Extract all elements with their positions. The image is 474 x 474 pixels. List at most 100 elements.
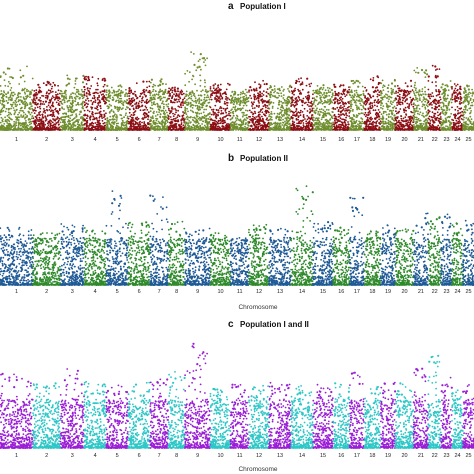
snp-point <box>296 129 299 131</box>
snp-point <box>256 126 258 129</box>
snp-point <box>24 121 27 124</box>
snp-point <box>182 98 185 101</box>
snp-point <box>33 96 35 98</box>
snp-point <box>67 99 70 102</box>
snp-point <box>315 128 317 131</box>
snp-point <box>203 108 206 111</box>
snp-point <box>332 107 335 109</box>
snp-point <box>184 124 187 127</box>
snp-point <box>321 88 324 91</box>
snp-point <box>64 118 66 121</box>
snp-point <box>92 92 95 95</box>
snp-point <box>59 117 62 119</box>
snp-point <box>334 108 337 110</box>
snp-point-peak <box>269 86 272 89</box>
snp-point <box>134 110 137 112</box>
snp-point <box>292 126 295 129</box>
snp-point <box>92 129 95 131</box>
snp-point <box>159 116 162 119</box>
snp-point <box>182 104 185 106</box>
snp-point <box>280 111 282 114</box>
snp-point <box>110 110 112 112</box>
snp-point-peak <box>346 90 349 93</box>
snp-point <box>262 94 265 96</box>
snp-point-peak <box>66 77 70 80</box>
snp-point <box>263 83 266 86</box>
snp-point <box>260 127 263 130</box>
snp-point <box>115 124 118 127</box>
snp-point <box>92 115 95 118</box>
snp-point <box>344 89 346 91</box>
snp-point <box>150 119 153 122</box>
snp-point <box>14 125 16 128</box>
snp-point <box>154 90 157 92</box>
snp-point <box>242 104 245 107</box>
snp-point <box>141 92 144 94</box>
snp-point <box>163 103 165 106</box>
snp-point <box>122 91 124 93</box>
snp-point <box>55 122 57 125</box>
snp-point <box>36 93 39 96</box>
snp-point <box>164 109 167 112</box>
snp-point <box>152 94 154 97</box>
snp-point <box>150 101 153 104</box>
snp-point <box>174 119 177 122</box>
snp-point <box>0 127 2 129</box>
snp-point <box>35 89 38 92</box>
snp-point <box>7 80 10 83</box>
snp-point <box>85 126 88 128</box>
snp-point <box>16 108 18 111</box>
snp-point <box>266 109 269 112</box>
snp-point <box>214 83 217 85</box>
snp-point <box>305 122 308 125</box>
snp-point <box>136 116 139 119</box>
snp-point <box>80 129 82 131</box>
snp-point <box>159 128 162 131</box>
snp-point <box>175 92 178 95</box>
snp-point <box>43 103 46 105</box>
snp-point <box>234 123 237 126</box>
snp-point <box>86 109 89 112</box>
snp-point <box>225 125 228 128</box>
snp-point <box>348 105 350 108</box>
snp-point <box>115 126 117 129</box>
snp-point <box>51 90 54 93</box>
snp-point <box>23 89 25 91</box>
snp-point-peak <box>196 66 199 69</box>
snp-point <box>161 119 164 122</box>
snp-point <box>195 101 197 103</box>
snp-point <box>332 121 334 124</box>
snp-point <box>158 111 161 113</box>
snp-point-peak <box>161 82 164 85</box>
snp-point <box>212 124 215 126</box>
snp-point <box>185 128 187 131</box>
snp-point <box>280 119 282 121</box>
snp-point <box>149 81 152 84</box>
snp-point <box>206 94 209 97</box>
snp-point <box>34 94 37 97</box>
snp-point <box>85 92 88 94</box>
snp-point <box>37 122 40 125</box>
snp-point <box>239 93 242 96</box>
snp-point <box>13 113 16 116</box>
snp-point <box>329 101 332 104</box>
snp-point <box>90 85 93 87</box>
snp-point <box>260 129 263 131</box>
snp-point <box>165 83 167 85</box>
snp-point <box>1 103 3 105</box>
snp-point <box>248 91 250 93</box>
snp-point <box>57 96 60 99</box>
snp-point <box>105 97 108 99</box>
snp-point <box>143 101 146 104</box>
snp-point <box>108 103 111 106</box>
snp-point <box>135 106 138 109</box>
snp-point <box>169 116 172 118</box>
snp-point <box>119 94 122 97</box>
snp-point <box>77 89 79 91</box>
snp-point <box>130 114 133 116</box>
snp-point <box>322 121 325 124</box>
snp-point <box>112 115 114 118</box>
snp-point <box>180 125 183 128</box>
snp-point <box>321 94 324 96</box>
snp-point <box>343 102 346 105</box>
